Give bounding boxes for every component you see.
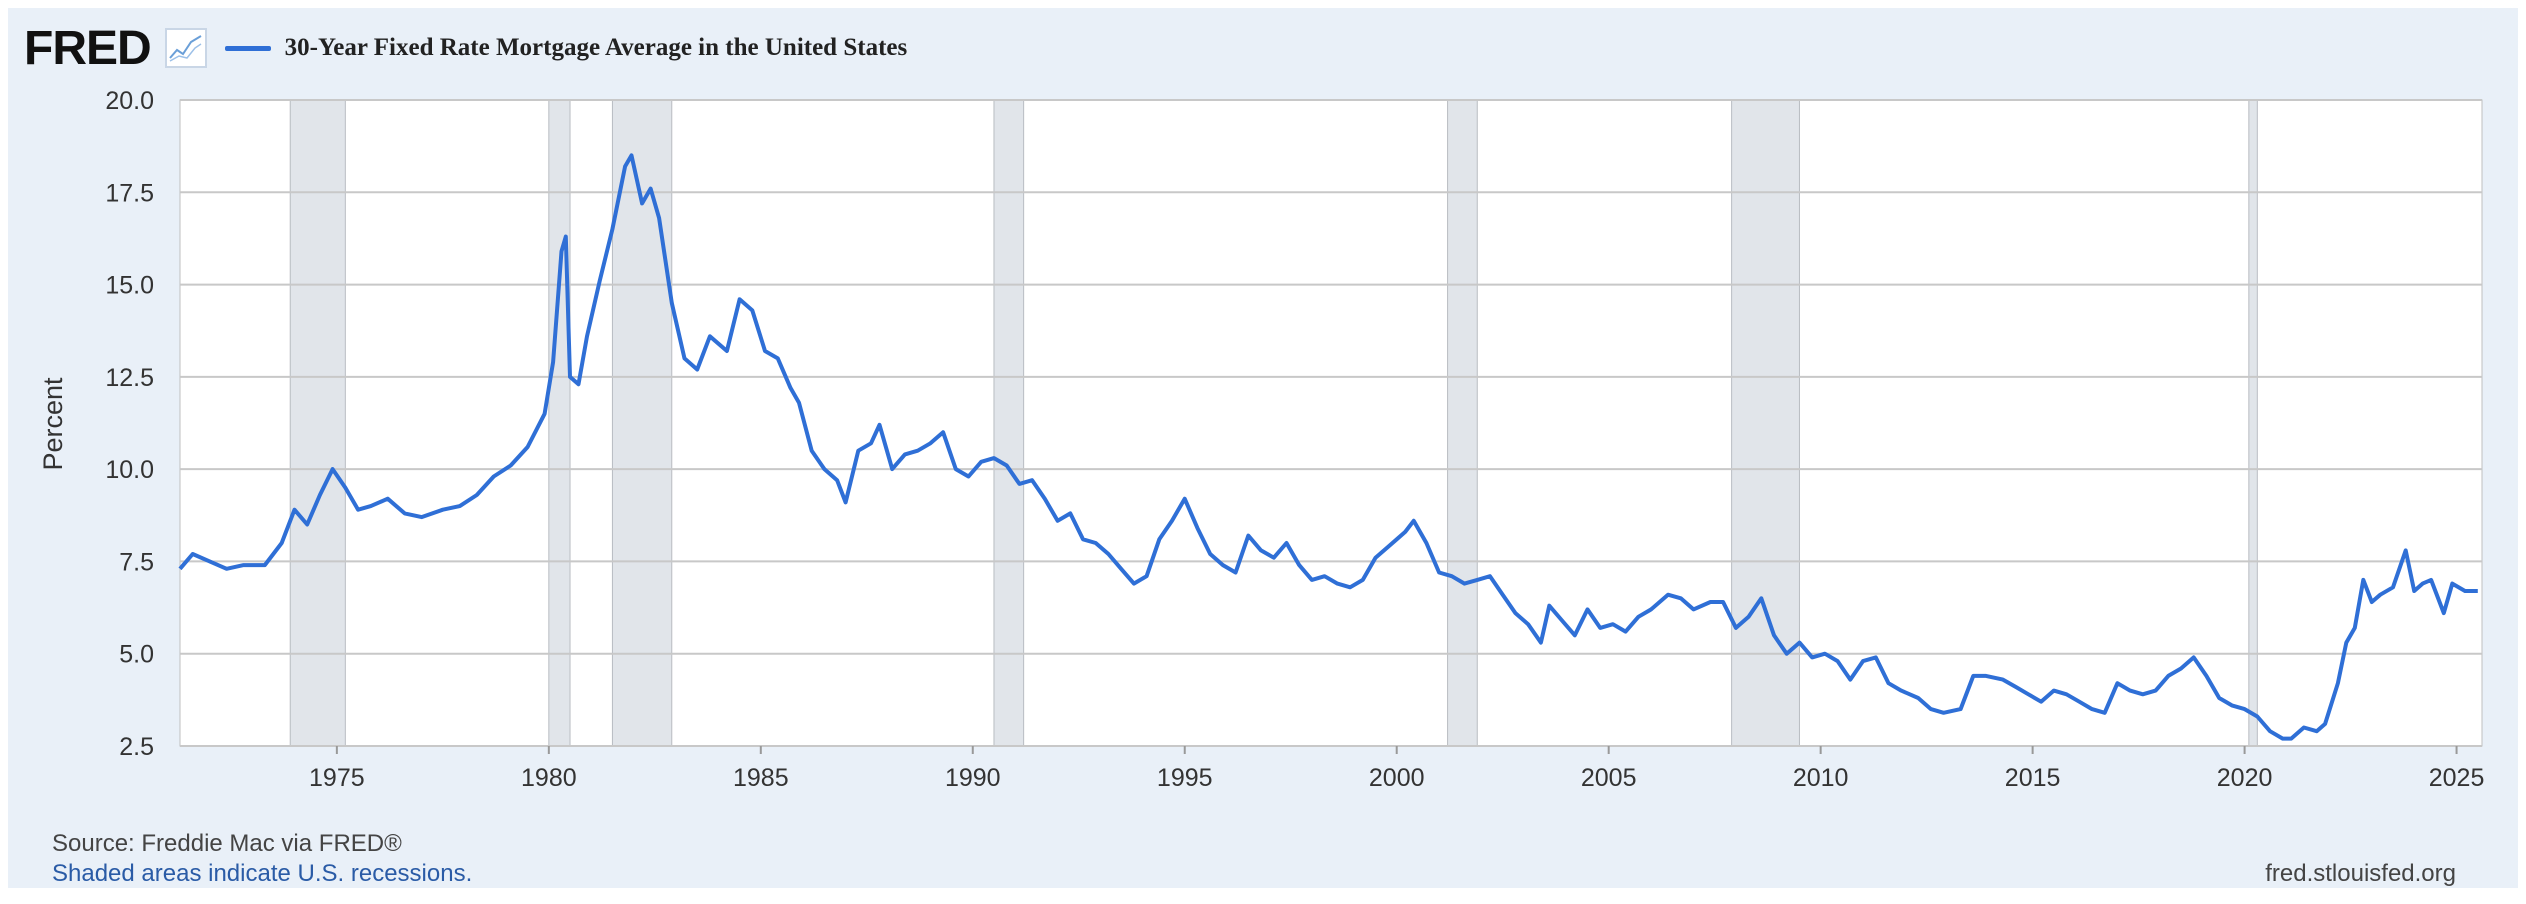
y-tick-label: 20.0 <box>105 87 154 115</box>
recession-band <box>611 99 673 747</box>
x-tick-label: 1990 <box>945 764 1001 792</box>
recession-band <box>289 99 346 747</box>
x-tick-label: 2005 <box>1581 764 1637 792</box>
recession-band <box>1731 99 1800 747</box>
y-axis-label: Percent <box>38 377 68 471</box>
recession-band <box>1447 99 1478 747</box>
y-tick-label: 10.0 <box>105 456 154 484</box>
y-tick-label: 7.5 <box>119 548 154 576</box>
y-axis-ticks: 2.5 5.0 7.5 10.0 12.5 15.0 17.5 20.0 <box>105 87 154 761</box>
x-axis-ticks: 1975 1980 1985 1990 1995 2000 2005 2010 2015 2020… <box>309 746 2484 792</box>
recession-note: Shaded areas indicate U.S. recessions. <box>52 860 473 887</box>
x-tick-label: 2020 <box>2217 764 2273 792</box>
series-line <box>178 153 2478 741</box>
plot-area <box>179 99 2483 747</box>
recession-band <box>993 99 1025 747</box>
line-chart-icon[interactable] <box>164 28 207 68</box>
x-tick-label: 1995 <box>1157 764 1213 792</box>
recession-band <box>2248 99 2258 747</box>
recession-band <box>548 99 571 747</box>
x-tick-label: 2000 <box>1369 764 1425 792</box>
x-tick-label: 2015 <box>2005 764 2061 792</box>
grid-lines <box>180 99 2482 747</box>
x-tick-label: 1980 <box>521 764 577 792</box>
x-tick-label: 2025 <box>2429 764 2485 792</box>
legend-swatch <box>224 45 271 51</box>
y-tick-label: 15.0 <box>105 272 154 300</box>
source-note: Source: Freddie Mac via FRED® <box>52 830 402 857</box>
y-tick-label: 12.5 <box>105 364 154 392</box>
y-tick-label: 17.5 <box>105 179 154 207</box>
y-tick-label: 5.0 <box>119 641 154 669</box>
chart-header: FRED 30-Year Fixed Rate Mortgage Average… <box>24 20 907 76</box>
x-tick-label: 2010 <box>1793 764 1849 792</box>
fred-logo[interactable]: FRED <box>24 21 152 75</box>
legend-label: 30-Year Fixed Rate Mortgage Average in t… <box>284 34 908 61</box>
site-link[interactable]: fred.stlouisfed.org <box>2265 860 2456 887</box>
x-tick-label: 1975 <box>309 764 365 792</box>
x-tick-label: 1985 <box>733 764 789 792</box>
y-tick-label: 2.5 <box>119 733 154 761</box>
